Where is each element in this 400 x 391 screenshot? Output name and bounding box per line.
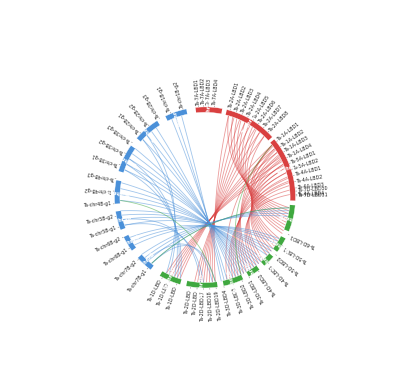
Text: Ta-4A-LBD2: Ta-4A-LBD2 — [296, 174, 324, 184]
Text: Ta-chr1B: Ta-chr1B — [170, 102, 183, 127]
Text: Ta-chr5B-g1: Ta-chr5B-g1 — [90, 225, 118, 239]
Text: Ta-2A-LBD6: Ta-2A-LBD6 — [258, 99, 278, 124]
Text: Ta-chr4B: Ta-chr4B — [105, 189, 130, 196]
Text: Ta-chr6B: Ta-chr6B — [118, 234, 142, 251]
Polygon shape — [165, 109, 187, 121]
Text: Ta-chr2A: Ta-chr2A — [242, 110, 259, 134]
Text: Ta-chr2B-g3: Ta-chr2B-g3 — [142, 91, 161, 118]
Text: Ta-chr5B: Ta-chr5B — [108, 215, 133, 226]
Text: Ta-chr6B-g1: Ta-chr6B-g1 — [103, 248, 129, 267]
Text: Ta-chr2D: Ta-chr2D — [199, 273, 205, 298]
Text: Ta-1D-LBD: Ta-1D-LBD — [148, 278, 164, 303]
Text: Ta-chr4B-g1: Ta-chr4B-g1 — [84, 201, 112, 208]
Text: Ta-1D-LBD: Ta-1D-LBD — [166, 285, 179, 310]
Polygon shape — [284, 205, 295, 231]
Text: Ta-1A-LBD4: Ta-1A-LBD4 — [288, 143, 314, 159]
Polygon shape — [223, 274, 243, 286]
Text: Ta-chr7D: Ta-chr7D — [278, 213, 303, 223]
Polygon shape — [114, 180, 122, 204]
Text: Ta-4A-LBD3: Ta-4A-LBD3 — [297, 183, 325, 190]
Text: Ta-7A-LBD1: Ta-7A-LBD1 — [194, 77, 201, 105]
Text: Ta-3D-LBD1: Ta-3D-LBD1 — [248, 278, 266, 304]
Text: Ta-1D-LBD: Ta-1D-LBD — [157, 282, 171, 307]
Text: Ta-7A-LBD3: Ta-7A-LBD3 — [206, 77, 212, 104]
Text: Ta-7D-LBD31: Ta-7D-LBD31 — [298, 193, 329, 198]
Polygon shape — [116, 211, 126, 230]
Text: Ta-4D-LBD1: Ta-4D-LBD1 — [268, 263, 291, 286]
Text: Ta-5D-LBD1: Ta-5D-LBD1 — [282, 245, 309, 264]
Text: Ta-2A-LBD5: Ta-2A-LBD5 — [252, 94, 271, 120]
Text: Ta-5A-LBD2: Ta-5A-LBD2 — [293, 158, 320, 171]
Text: Ta-1A-LBD1: Ta-1A-LBD1 — [277, 122, 301, 142]
Text: Ta-5A-LBD1: Ta-5A-LBD1 — [290, 150, 317, 165]
Text: Ta-chr2B-g2: Ta-chr2B-g2 — [128, 100, 150, 126]
Text: Ta-chr2B-g1: Ta-chr2B-g1 — [118, 110, 141, 133]
Polygon shape — [226, 109, 272, 140]
Text: Ta-2D-LBD19: Ta-2D-LBD19 — [214, 289, 222, 321]
Text: Ta-chr3D: Ta-chr3D — [226, 268, 239, 293]
Text: Ta-6D-LBD1: Ta-6D-LBD1 — [289, 233, 316, 249]
Text: Ta-chr7B: Ta-chr7B — [136, 251, 156, 273]
Polygon shape — [246, 265, 260, 277]
Text: Ta-chr4D: Ta-chr4D — [244, 259, 262, 283]
Text: Ta-2A-LBD2: Ta-2A-LBD2 — [234, 84, 248, 111]
Text: Ta-chr6B-g2: Ta-chr6B-g2 — [95, 236, 122, 253]
Text: Ta-7D-LBD30: Ta-7D-LBD30 — [298, 187, 328, 194]
Polygon shape — [118, 145, 135, 172]
Text: Ta-2A-LBD8: Ta-2A-LBD8 — [268, 109, 290, 132]
Text: Ta-2D-LBD: Ta-2D-LBD — [192, 290, 199, 315]
Text: Ta-chr1B-g1: Ta-chr1B-g1 — [157, 84, 172, 112]
Text: Ta-chr7B-g2: Ta-chr7B-g2 — [114, 259, 139, 282]
Text: Ta-4A-LBD4: Ta-4A-LBD4 — [298, 191, 325, 197]
Polygon shape — [261, 253, 273, 266]
Text: Ta-5D-LBD2: Ta-5D-LBD2 — [276, 254, 300, 275]
Text: Ta-chr5D: Ta-chr5D — [256, 249, 278, 270]
Text: Ta-3D-LBD3: Ta-3D-LBD3 — [231, 285, 245, 313]
Text: Ta-chr1D: Ta-chr1D — [164, 266, 178, 291]
Text: Ta-chr2B: Ta-chr2B — [138, 120, 158, 142]
Text: Ta-2A-LBD1: Ta-2A-LBD1 — [228, 81, 240, 109]
Text: Ta-1A-LBD3: Ta-1A-LBD3 — [284, 135, 310, 153]
Text: Ta-2A-LBD3: Ta-2A-LBD3 — [240, 87, 256, 113]
Text: Ta-chr6D: Ta-chr6D — [268, 235, 291, 253]
Text: Ta-2D-LBD: Ta-2D-LBD — [184, 289, 193, 314]
Text: Ta-chr3B-g3: Ta-chr3B-g3 — [107, 122, 132, 143]
Text: Ta-chr3B-g2: Ta-chr3B-g2 — [98, 136, 125, 154]
Text: Ta-1A-LBD2: Ta-1A-LBD2 — [281, 128, 306, 147]
Text: Ta-2D-LBD17: Ta-2D-LBD17 — [200, 291, 206, 321]
Text: Ta-3D-LBD2: Ta-3D-LBD2 — [240, 282, 256, 309]
Polygon shape — [124, 235, 136, 251]
Text: Ta-7A-LBD2: Ta-7A-LBD2 — [200, 77, 206, 104]
Polygon shape — [196, 107, 222, 114]
Polygon shape — [138, 255, 154, 270]
Text: Ta-chr7B-g1: Ta-chr7B-g1 — [127, 268, 148, 293]
Text: Ta-chr3B: Ta-chr3B — [114, 151, 138, 167]
Text: Ta-chr3B-g1: Ta-chr3B-g1 — [91, 152, 119, 167]
Polygon shape — [186, 281, 218, 288]
Text: Ta-4D-LBD2: Ta-4D-LBD2 — [258, 271, 278, 296]
Text: Ta-chr1B-g2: Ta-chr1B-g2 — [173, 79, 185, 108]
Text: Ta-chr5B-g2: Ta-chr5B-g2 — [86, 214, 114, 225]
Polygon shape — [137, 121, 160, 142]
Text: Ta-chr7A: Ta-chr7A — [206, 97, 212, 122]
Text: Ta-chr1A: Ta-chr1A — [276, 163, 300, 175]
Polygon shape — [270, 139, 296, 201]
Text: Ta-2A-LBD7: Ta-2A-LBD7 — [263, 104, 284, 128]
Text: Ta-2A-LBD4: Ta-2A-LBD4 — [246, 90, 264, 117]
Text: Ta-chr4B-g3: Ta-chr4B-g3 — [86, 170, 114, 181]
Text: Ta-4A-LBD1: Ta-4A-LBD1 — [295, 166, 322, 178]
Text: Ta-2D-LBD18: Ta-2D-LBD18 — [207, 290, 214, 321]
Polygon shape — [273, 236, 286, 252]
Text: Ta-3D-LBD4: Ta-3D-LBD4 — [222, 288, 232, 316]
Text: Ta-chr4B-g2: Ta-chr4B-g2 — [84, 187, 112, 194]
Text: Ta-7A-LBD4: Ta-7A-LBD4 — [212, 78, 220, 105]
Polygon shape — [160, 271, 182, 285]
